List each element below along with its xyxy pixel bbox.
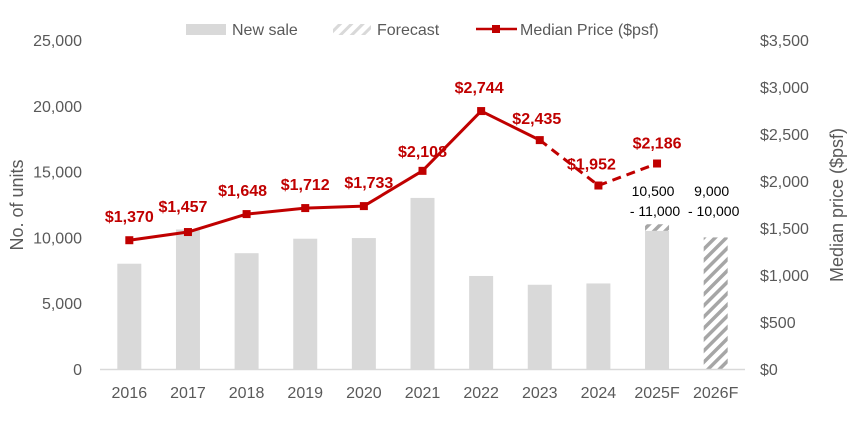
y-tick-right-label: $2,000: [760, 174, 809, 191]
bars-forecast: [645, 224, 728, 369]
x-axis: 2016 2017 2018 2019 2020 2021 2022 2023 2024 2025…: [112, 385, 739, 402]
bar-new-sale: [293, 238, 318, 369]
x-tick-label: 2017: [170, 385, 206, 402]
y-tick-right-label: $0: [760, 362, 778, 379]
legend-label-median-price: Median Price ($psf): [520, 22, 659, 39]
price-data-label: $2,108: [398, 144, 447, 161]
x-tick-label: 2022: [463, 385, 499, 402]
x-tick-label: 2019: [287, 385, 323, 402]
legend: New sale Forecast Median Price ($psf): [186, 22, 659, 39]
line-segment: [421, 110, 483, 172]
y-axis-left: 0 5,000 10,000 15,000 20,000 25,000: [33, 33, 82, 379]
bar-new-sale: [527, 284, 552, 369]
x-tick-label: 2024: [581, 385, 617, 402]
line-marker: [594, 181, 603, 190]
price-data-label: $1,712: [281, 177, 330, 194]
bar-forecast: [703, 237, 728, 369]
y-tick-left-label: 0: [73, 362, 82, 379]
line-marker: [242, 210, 251, 219]
x-tick-label: 2016: [112, 385, 148, 402]
y-tick-right-label: $2,500: [760, 127, 809, 144]
median-price-labels: $1,370$1,457 $1,648 $1,712 $1,733 $2,108 $2,7…: [105, 80, 682, 226]
y-tick-right-label: $1,500: [760, 221, 809, 238]
legend-swatch-new-sale: [186, 24, 226, 35]
x-tick-label: 2023: [522, 385, 558, 402]
bar-new-sale: [234, 253, 259, 369]
y-axis-title-right: Median price ($psf): [827, 128, 847, 282]
y-tick-left-label: 5,000: [42, 296, 82, 313]
line-segment: [597, 162, 658, 187]
price-data-label: $2,744: [455, 80, 504, 97]
y-tick-left-label: 10,000: [33, 230, 82, 247]
line-segment: [305, 204, 364, 210]
legend-label-new-sale: New sale: [232, 22, 298, 39]
line-marker: [183, 228, 192, 237]
legend-swatch-forecast: [333, 24, 371, 35]
price-data-label: $1,952: [567, 157, 616, 174]
y-tick-left-label: 20,000: [33, 99, 82, 116]
legend-label-forecast: Forecast: [377, 22, 440, 39]
price-data-label: $2,186: [633, 136, 682, 153]
bar-new-sale: [586, 283, 611, 369]
bar-new-sale: [351, 238, 376, 369]
bar-new-sale: [117, 263, 142, 369]
line-marker: [418, 166, 427, 175]
x-tick-label: 2021: [405, 385, 441, 402]
y-tick-right-label: $3,500: [760, 33, 809, 50]
median-price-line: [125, 107, 662, 245]
forecast-range-label: 10,500- 11,000: [630, 183, 681, 219]
y-tick-right-label: $3,000: [760, 80, 809, 97]
bar-new-sale: [645, 230, 670, 369]
y-tick-left-label: 15,000: [33, 165, 82, 182]
price-data-label: $1,370: [105, 209, 154, 226]
line-segment: [480, 109, 541, 142]
bar-new-sale: [469, 275, 494, 369]
legend-swatch-median-price-marker: [492, 25, 500, 33]
y-axis-title-left: No. of units: [7, 159, 27, 250]
price-data-label: $2,435: [512, 111, 561, 128]
bar-new-sale: [175, 229, 200, 369]
price-data-label: $1,648: [218, 183, 267, 200]
line-marker: [301, 204, 310, 213]
forecast-range-label: 9,000- 10,000: [688, 183, 740, 219]
y-tick-right-label: $500: [760, 315, 796, 332]
line-marker: [653, 159, 662, 168]
x-tick-label: 2020: [346, 385, 382, 402]
x-tick-label: 2026F: [693, 385, 739, 402]
line-marker: [535, 136, 544, 145]
x-tick-label: 2025F: [634, 385, 680, 402]
price-data-label: $1,733: [344, 175, 393, 192]
line-marker: [359, 202, 368, 211]
line-segment: [129, 230, 189, 242]
bars-new-sale: [117, 197, 670, 369]
x-tick-label: 2018: [229, 385, 265, 402]
line-marker: [477, 107, 486, 116]
price-data-label: $1,457: [158, 199, 207, 216]
bar-forecast-range: [645, 224, 670, 231]
y-axis-right: $0 $500 $1,000 $1,500 $2,000 $2,500 $3,000 $3,5…: [760, 33, 809, 379]
bar-new-sale: [410, 197, 435, 369]
line-segment: [246, 206, 306, 216]
line-segment: [187, 212, 248, 234]
y-tick-right-label: $1,000: [760, 268, 809, 285]
line-segment: [363, 169, 424, 208]
y-tick-left-label: 25,000: [33, 33, 82, 50]
line-marker: [125, 236, 134, 245]
line-segment: [538, 138, 600, 187]
